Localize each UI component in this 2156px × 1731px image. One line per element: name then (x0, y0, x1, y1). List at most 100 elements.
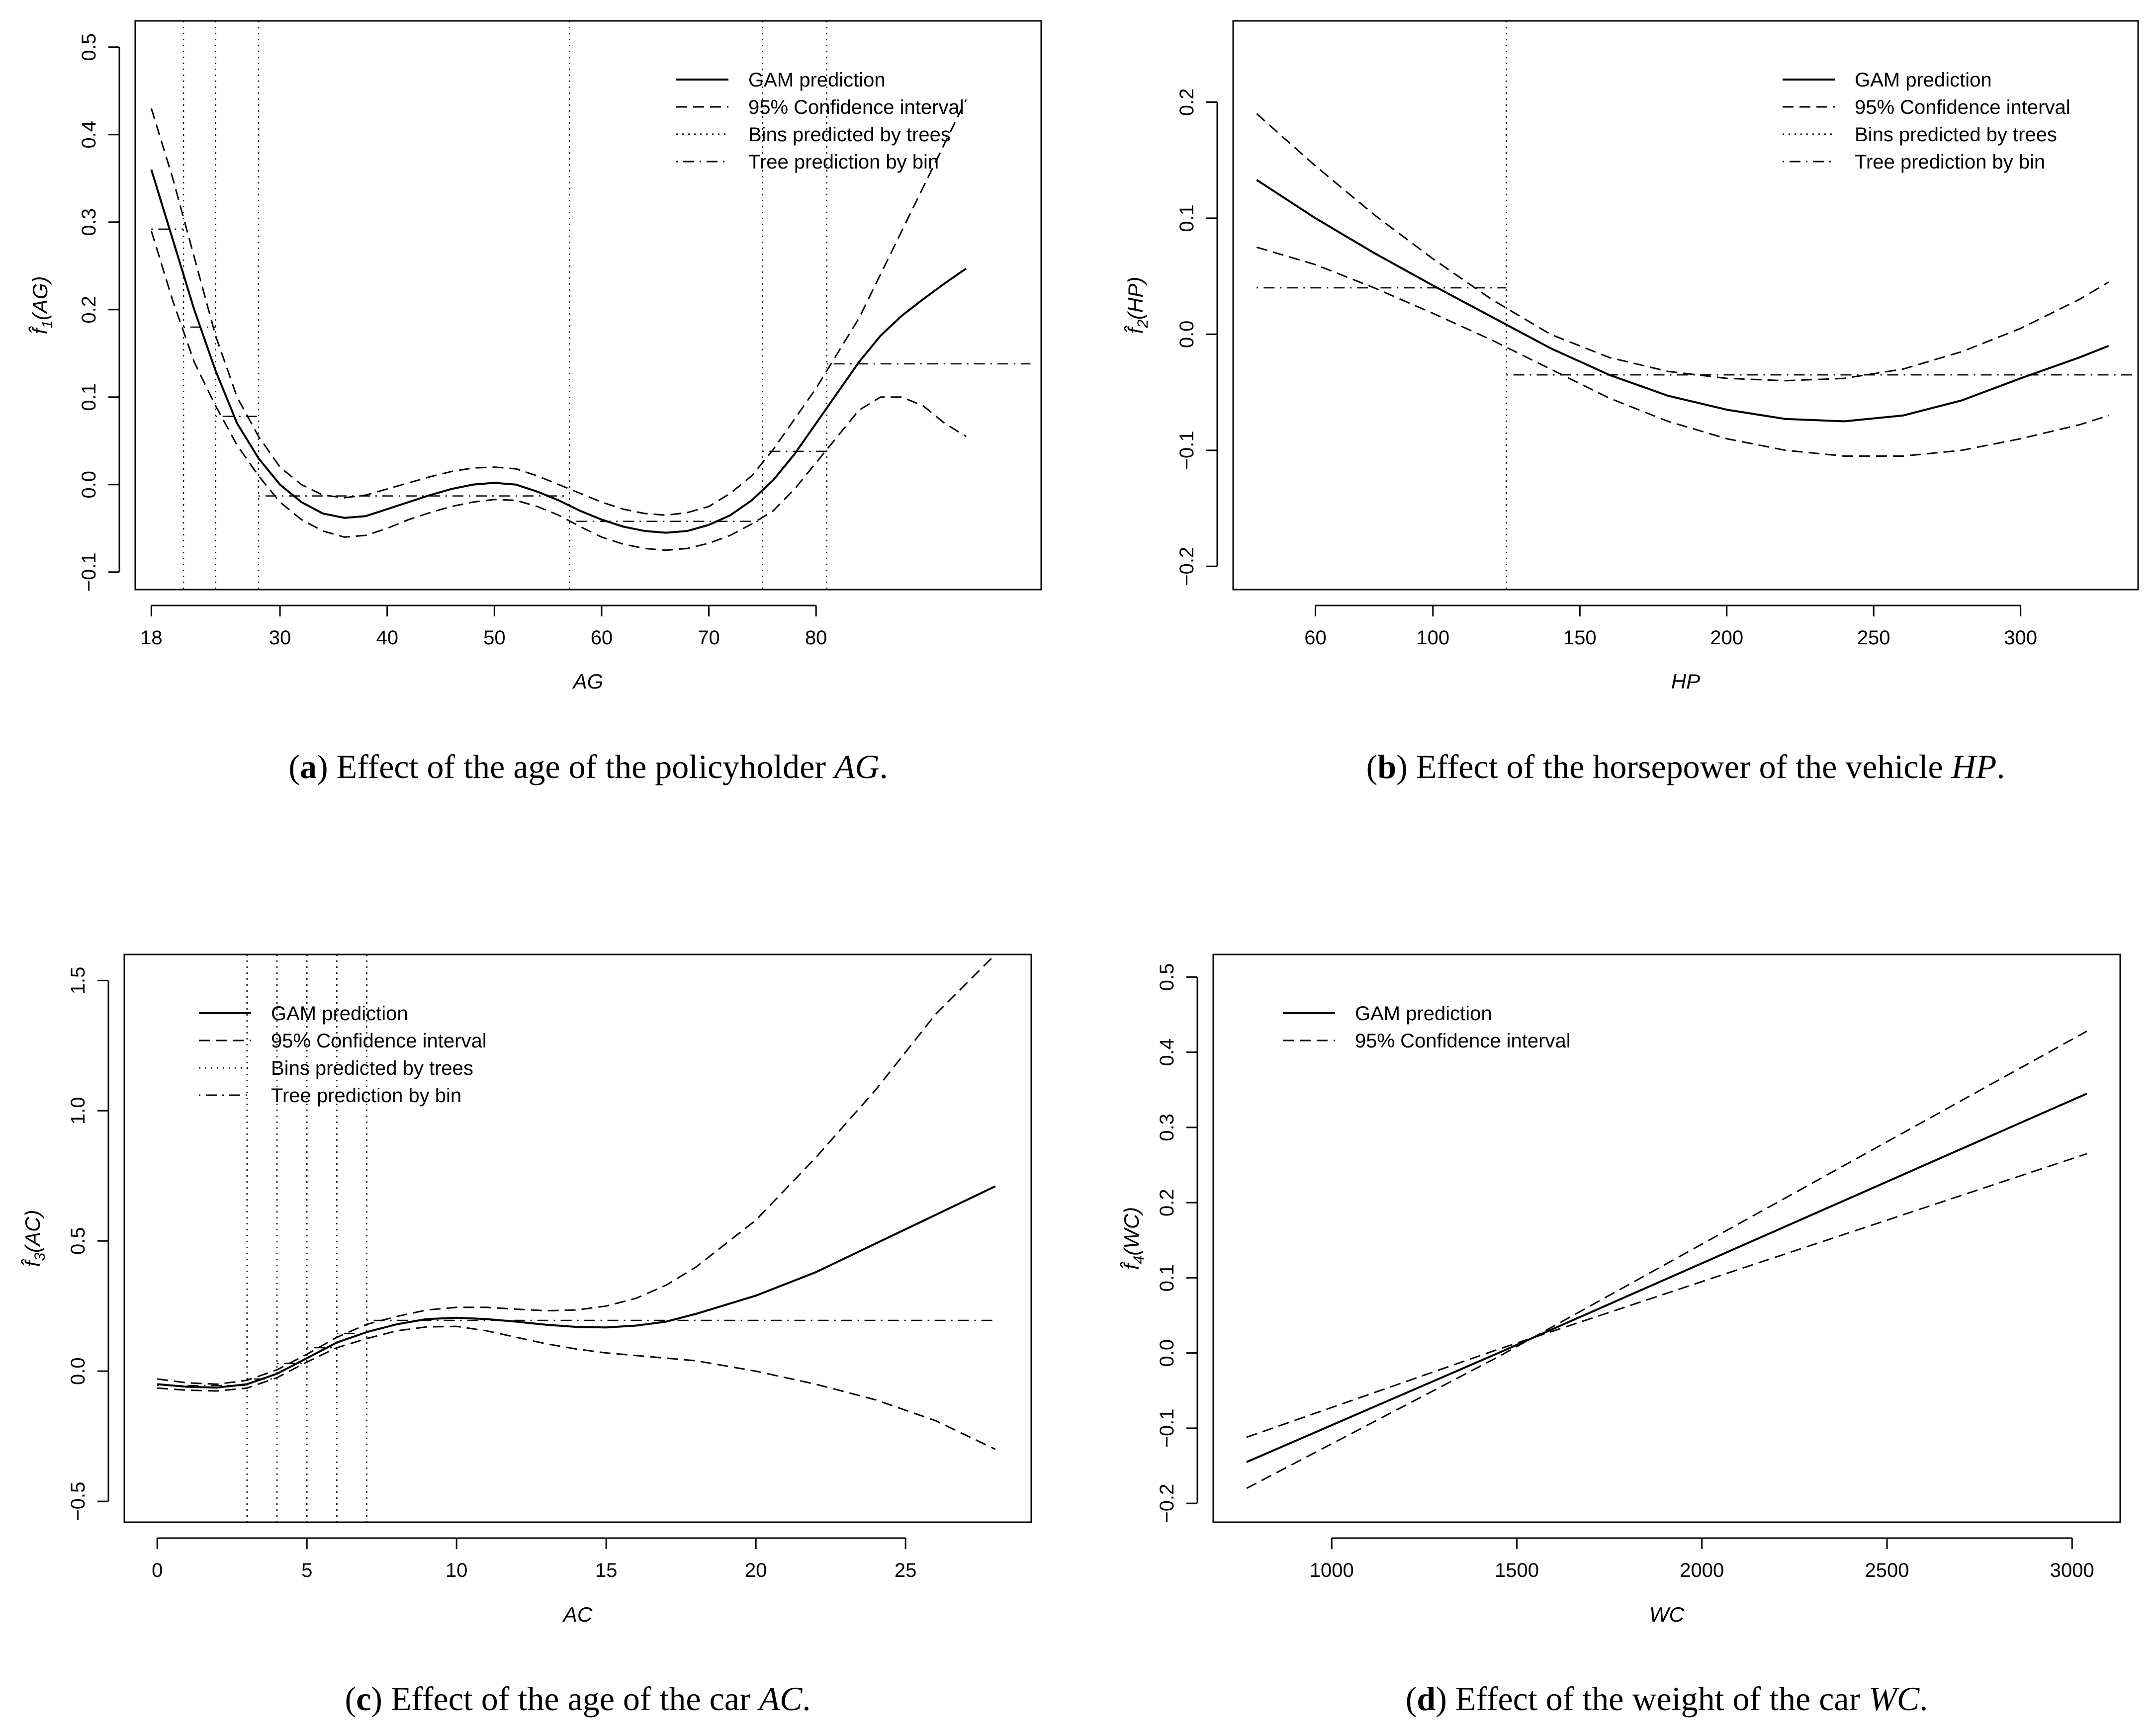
x-tick-label: 30 (269, 627, 291, 649)
y-tick-label: −0.2 (1176, 547, 1198, 586)
chart-panel-a: 18 30 40 50 60 70 80 −0.1 0.0 0.1 0.2 0.3 0.4 0.5 AG f̂… (28, 20, 1042, 785)
x-axis-title: AG (572, 670, 604, 693)
legend-label-ci: 95% Confidence interval (748, 96, 964, 118)
plot-area (1256, 21, 2138, 590)
y-tick-label: −0.1 (78, 552, 100, 592)
x-tick-label: 0 (152, 1559, 163, 1581)
y-axis-title-arg: (WC) (1120, 1207, 1143, 1256)
x-tick-label: 1000 (1310, 1559, 1354, 1581)
caption-text: Effect of the age of the policyholder (328, 748, 834, 785)
legend-label-bins: Bins predicted by trees (1855, 124, 2057, 146)
y-tick-label: 0.0 (1156, 1339, 1178, 1367)
caption-end: . (1919, 1680, 1928, 1718)
gam-prediction-line (1246, 1092, 2087, 1463)
caption: (c) Effect of the age of the car AC. (345, 1680, 810, 1718)
y-axis-title: f̂2(HP) (1124, 277, 1151, 334)
x-tick-label: 20 (745, 1559, 767, 1581)
x-tick-label: 10 (446, 1559, 468, 1581)
x-tick-label: 3000 (2050, 1559, 2094, 1581)
y-axis-title-sub: 4 (1131, 1256, 1147, 1264)
x-tick-label: 150 (1563, 627, 1597, 649)
x-tick-label: 25 (895, 1559, 917, 1581)
caption-letter: c (356, 1680, 371, 1718)
x-tick-label: 5 (301, 1559, 312, 1581)
caption-paren: ) (317, 748, 328, 785)
ci-upper-line (1256, 113, 2109, 382)
caption: (d) Effect of the weight of the car WC. (1406, 1680, 1928, 1718)
caption-letter: b (1377, 748, 1396, 785)
caption: (b) Effect of the horsepower of the vehi… (1366, 748, 2005, 785)
y-tick-label: 0.4 (78, 121, 100, 149)
gam-prediction-line (150, 169, 967, 534)
plot-area (157, 954, 996, 1522)
x-tick-label: 50 (483, 627, 506, 649)
caption-letter: a (300, 748, 317, 785)
caption-end: . (880, 748, 888, 785)
y-tick-label: 0.1 (1156, 1264, 1178, 1292)
caption-paren: ( (288, 748, 300, 785)
legend: GAM prediction 95% Confidence interval Bin… (676, 69, 964, 173)
x-tick-label: 250 (1857, 627, 1890, 649)
y-tick-label: 0.1 (78, 383, 100, 411)
y-tick-label: 0.5 (1156, 963, 1178, 991)
ci-upper-line (157, 954, 996, 1385)
x-tick-label: 100 (1416, 627, 1449, 649)
x-tick-label: 300 (2004, 627, 2037, 649)
y-tick-label: 0.4 (1156, 1039, 1178, 1066)
x-axis-title: HP (1671, 670, 1700, 693)
x-tick-label: 80 (805, 627, 827, 649)
y-tick-label: 0.0 (67, 1357, 89, 1385)
y-tick-label: 0.3 (78, 208, 100, 236)
y-axis-title-sub: 1 (39, 320, 56, 329)
x-tick-label: 18 (140, 627, 163, 649)
x-tick-label: 70 (698, 627, 720, 649)
caption-var: AG (832, 748, 880, 785)
ci-upper-line (1246, 1030, 2087, 1489)
legend-label-tree: Tree prediction by bin (271, 1085, 461, 1107)
legend-label-tree: Tree prediction by bin (1855, 151, 2045, 173)
y-tick-label: −0.5 (67, 1482, 89, 1521)
legend-label-ci: 95% Confidence interval (1355, 1030, 1571, 1052)
x-tick-label: 200 (1710, 627, 1743, 649)
chart-panel-b: 60 100 150 200 250 300 −0.2 −0.1 0.0 0.1 0.2 HP f̂2(… (1124, 20, 2139, 785)
caption-paren: ( (1406, 1680, 1417, 1718)
legend: GAM prediction 95% Confidence interval Bin… (199, 1003, 487, 1107)
x-axis-title: AC (562, 1603, 593, 1626)
caption-end: . (1996, 748, 2005, 785)
caption-var: WC (1869, 1680, 1920, 1718)
caption-text: Effect of the weight of the car (1447, 1680, 1869, 1718)
legend-label-gam: GAM prediction (748, 69, 886, 91)
y-tick-label: −0.1 (1176, 431, 1198, 470)
legend-label-gam: GAM prediction (1355, 1003, 1492, 1025)
y-tick-label: 0.5 (78, 33, 100, 61)
legend-label-tree: Tree prediction by bin (748, 151, 939, 173)
ci-upper-line (150, 99, 967, 516)
plot-area (1246, 1030, 2087, 1489)
legend-label-bins: Bins predicted by trees (271, 1057, 473, 1079)
caption: (a) Effect of the age of the policyholde… (288, 748, 888, 785)
y-axis-title: f̂3(AC) (21, 1210, 48, 1267)
caption-paren: ) (1396, 748, 1408, 785)
x-tick-label: 1500 (1495, 1559, 1539, 1581)
gam-prediction-line (1256, 179, 2109, 423)
caption-paren: ) (1436, 1680, 1447, 1718)
ci-lower-line (1256, 246, 2109, 457)
y-axis-title-arg: (AC) (21, 1210, 44, 1253)
y-axis-title: f̂4(WC) (1120, 1207, 1147, 1270)
y-tick-label: 1.5 (67, 967, 89, 995)
y-tick-label: 0.2 (78, 296, 100, 324)
caption-var: AC (757, 1680, 803, 1718)
x-tick-label: 2000 (1680, 1559, 1724, 1581)
x-axis-title: WC (1649, 1603, 1685, 1626)
ci-lower-line (1246, 1153, 2087, 1438)
caption-paren: ( (1366, 748, 1378, 785)
plot-frame (123, 953, 1032, 1523)
x-tick-label: 60 (1304, 627, 1327, 649)
y-axis-title-sub: 2 (1135, 320, 1151, 329)
y-tick-label: 0.2 (1156, 1189, 1178, 1216)
y-axis-title-sub: 3 (32, 1253, 48, 1261)
y-tick-label: 1.0 (67, 1097, 89, 1125)
caption-paren: ( (345, 1680, 356, 1718)
caption-var: HP (1951, 748, 1997, 785)
